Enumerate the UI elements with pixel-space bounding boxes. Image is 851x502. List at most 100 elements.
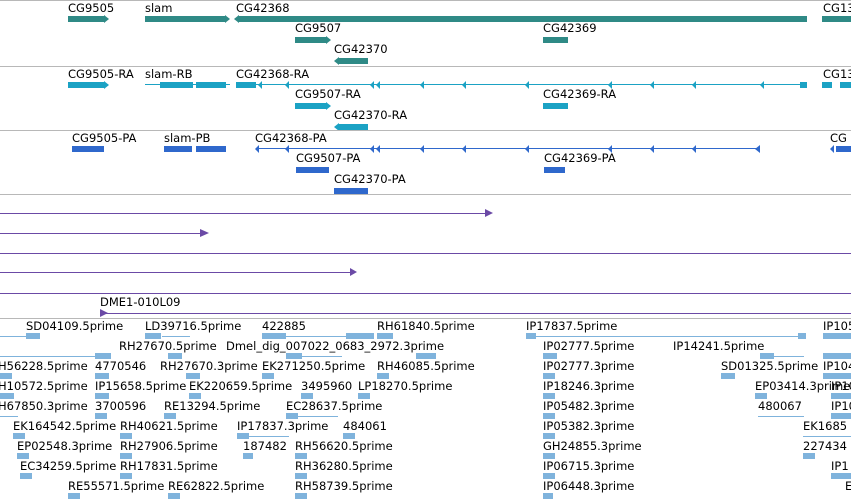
transcript-exon[interactable] [840, 82, 851, 88]
polypeptide-feature-cg9507-pa[interactable] [296, 167, 329, 173]
est-feature[interactable] [145, 333, 161, 339]
est-feature[interactable] [774, 356, 804, 357]
transcript-exon[interactable] [236, 82, 256, 88]
est-feature[interactable] [262, 333, 286, 339]
est-feature[interactable] [295, 493, 307, 499]
est-feature[interactable] [26, 333, 40, 339]
est-feature[interactable] [95, 413, 107, 419]
read-line[interactable] [0, 272, 350, 273]
est-feature[interactable] [346, 333, 374, 339]
est-feature[interactable] [243, 453, 253, 459]
est-feature[interactable] [95, 353, 111, 359]
est-feature[interactable] [543, 393, 555, 399]
est-feature[interactable] [755, 393, 767, 399]
est-feature[interactable] [17, 453, 29, 459]
est-feature[interactable] [162, 336, 190, 337]
read-line[interactable] [0, 213, 486, 214]
gene-feature-cg9505[interactable] [68, 16, 104, 22]
est-feature[interactable] [262, 373, 274, 379]
est-feature[interactable] [301, 393, 313, 399]
est-feature[interactable] [416, 353, 436, 359]
est-feature[interactable] [20, 473, 32, 479]
transcript-feature-cg13[interactable] [822, 82, 832, 88]
est-feature[interactable] [0, 373, 12, 379]
est-feature[interactable] [13, 433, 25, 439]
gene-feature-cg42368[interactable] [239, 16, 807, 22]
polypeptide-feature-cg42370-pa[interactable] [334, 188, 368, 194]
est-feature[interactable] [543, 473, 555, 479]
est-feature[interactable] [286, 353, 302, 359]
transcript-feature-cg42370-ra[interactable] [339, 124, 368, 130]
est-feature[interactable] [543, 453, 555, 459]
polypeptide-feature-cg9505-pa[interactable] [72, 146, 104, 152]
est-feature[interactable] [831, 473, 851, 479]
est-feature[interactable] [164, 413, 176, 419]
est-feature[interactable] [237, 433, 249, 439]
gene-feature-slam[interactable] [145, 16, 225, 22]
transcript-feature-cg9505-ra[interactable] [68, 82, 104, 88]
est-feature[interactable] [0, 416, 18, 417]
est-feature[interactable] [543, 413, 555, 419]
est-feature[interactable] [823, 353, 851, 359]
est-feature[interactable] [831, 413, 851, 419]
est-feature[interactable] [543, 493, 553, 499]
est-feature[interactable] [95, 373, 109, 379]
est-feature[interactable] [68, 493, 80, 499]
est-feature[interactable] [189, 393, 201, 399]
est-feature[interactable] [95, 393, 109, 399]
est-feature[interactable] [295, 453, 307, 459]
est-feature[interactable] [798, 333, 806, 339]
est-feature[interactable] [0, 356, 100, 357]
est-feature[interactable] [377, 333, 393, 339]
transcript-feature-cg42369-ra[interactable] [543, 103, 568, 109]
transcript-exon[interactable] [160, 82, 193, 88]
est-feature[interactable] [721, 373, 735, 379]
read-line[interactable] [0, 253, 851, 254]
est-feature[interactable] [298, 416, 338, 417]
est-feature[interactable] [343, 433, 355, 439]
est-feature[interactable] [120, 433, 132, 439]
polypeptide-feature-cg42369-pa[interactable] [544, 167, 565, 173]
est-feature[interactable] [543, 373, 555, 379]
est-feature[interactable] [249, 436, 289, 437]
est-feature[interactable] [286, 413, 298, 419]
est-feature[interactable] [536, 336, 800, 337]
est-feature[interactable] [358, 393, 370, 399]
est-feature[interactable] [295, 473, 307, 479]
read-line[interactable] [0, 233, 202, 234]
est-feature[interactable] [543, 433, 555, 439]
est-feature[interactable] [286, 336, 346, 337]
transcript-feature-cg9507-ra[interactable] [295, 103, 326, 109]
est-feature[interactable] [758, 416, 804, 417]
transcripts-track: CG9505-RA slam-RB CG42368-RA CG13 CG9507… [0, 66, 851, 131]
est-feature[interactable] [803, 453, 815, 459]
est-feature[interactable] [803, 436, 851, 437]
est-feature[interactable] [831, 393, 851, 399]
transcript-exon[interactable] [196, 82, 226, 88]
est-feature[interactable] [186, 373, 200, 379]
est-feature[interactable] [168, 353, 182, 359]
gene-feature-cg42369[interactable] [543, 37, 568, 43]
est-feature[interactable] [823, 373, 851, 379]
est-feature[interactable] [0, 393, 14, 399]
est-feature[interactable] [120, 453, 132, 459]
est-feature[interactable] [377, 373, 389, 379]
est-feature[interactable] [302, 356, 342, 357]
polypeptide-feature-slam-pb[interactable] [164, 146, 192, 152]
gene-feature-cg13[interactable] [822, 16, 851, 22]
read-line[interactable] [0, 293, 851, 294]
est-feature[interactable] [120, 473, 132, 479]
transcript-exon[interactable] [800, 82, 807, 88]
est-feature[interactable] [0, 336, 30, 337]
clone-line[interactable] [104, 313, 851, 314]
est-feature[interactable] [168, 493, 180, 499]
polypeptide-exon[interactable] [196, 146, 226, 152]
est-feature[interactable] [543, 353, 557, 359]
gene-feature-cg42370[interactable] [339, 58, 368, 64]
est-feature[interactable] [526, 333, 536, 339]
polypeptide-label-slam-pb: slam-PB [164, 131, 211, 145]
est-feature[interactable] [760, 353, 774, 359]
polypeptide-feature-cg[interactable] [836, 146, 851, 152]
est-feature[interactable] [823, 333, 851, 339]
gene-feature-cg9507[interactable] [295, 37, 326, 43]
